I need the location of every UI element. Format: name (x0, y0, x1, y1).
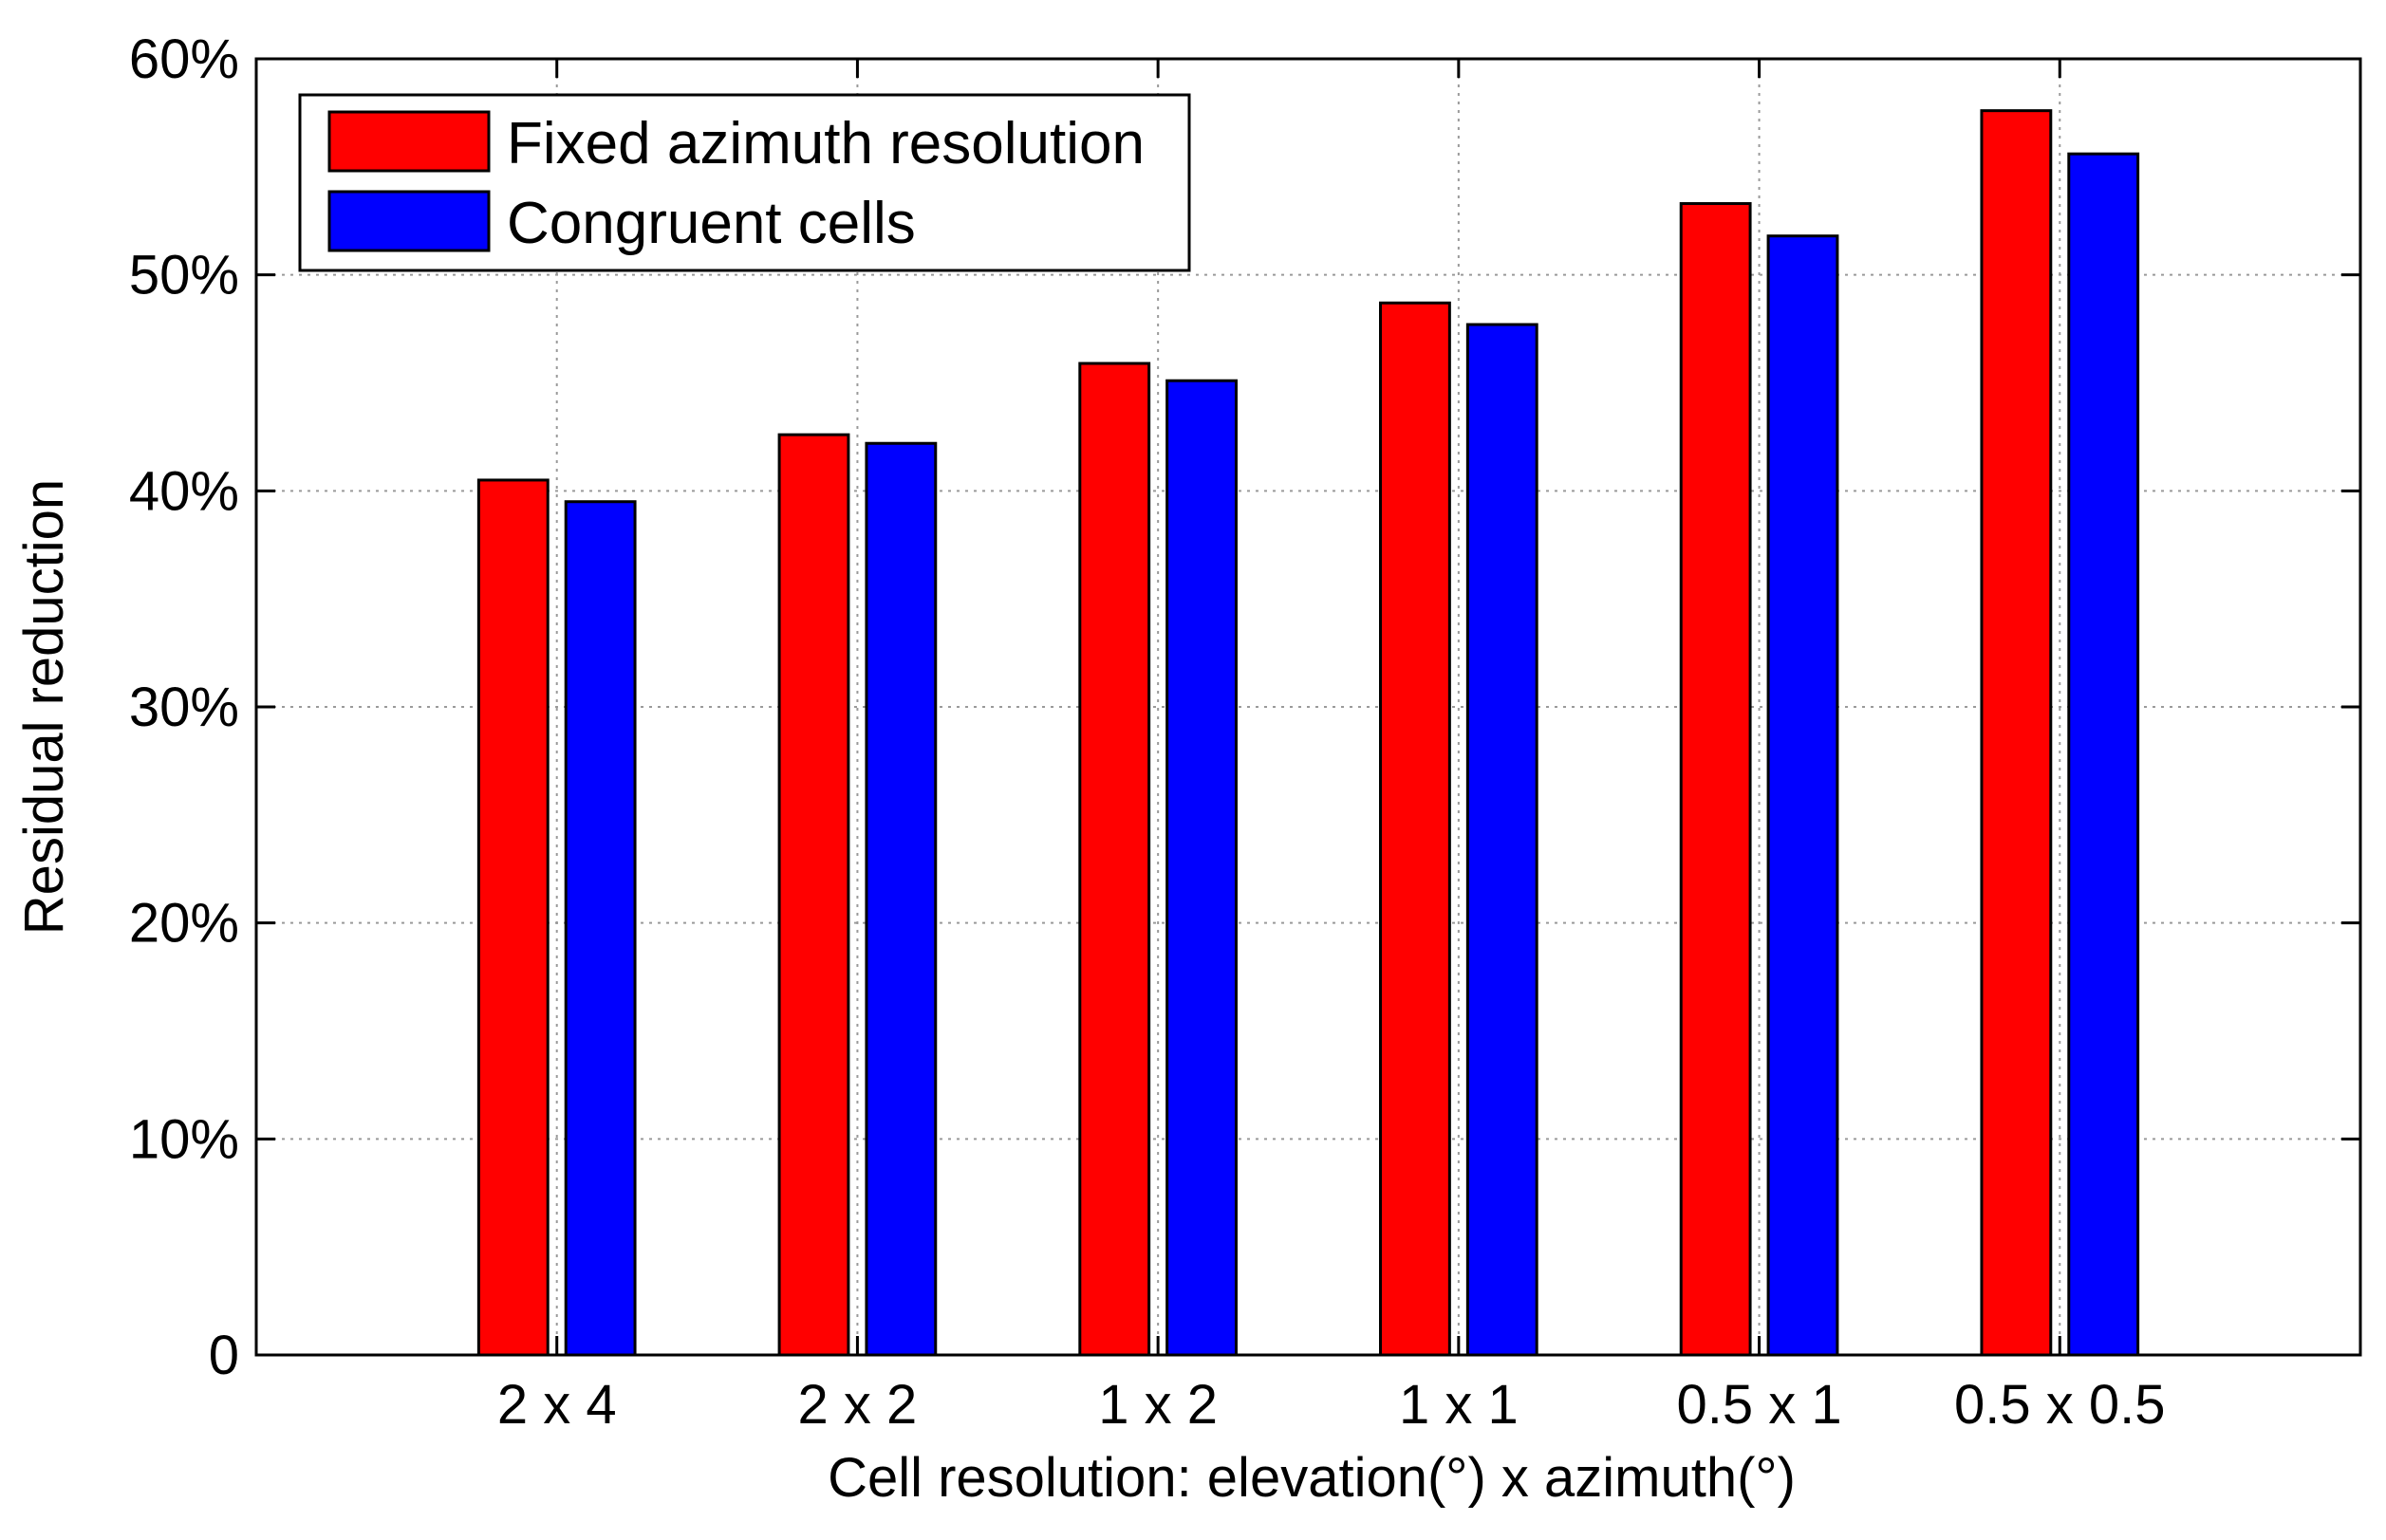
bar-congruent-cells-2-x-4 (564, 500, 637, 1357)
y-tick-label: 60% (129, 28, 239, 90)
legend-swatch-fixed-azimuth (327, 110, 491, 173)
bar-fixed-azimuth-resolution-2-x-2 (777, 433, 850, 1357)
bar-congruent-cells-1-x-2 (1165, 379, 1238, 1357)
bar-fixed-azimuth-resolution-1-x-2 (1078, 362, 1151, 1357)
x-tick-label: 0.5 x 1 (1677, 1374, 1842, 1436)
axis-ticks (256, 57, 2360, 1357)
bar-congruent-cells-1-x-1 (1465, 323, 1538, 1357)
x-tick-label: 1 x 1 (1399, 1374, 1519, 1436)
y-tick-labels: 0 10% 20% 30% 40% 50% 60% (129, 28, 239, 1386)
legend-swatch-congruent-cells (327, 190, 491, 252)
bar-fixed-azimuth-resolution-1-x-1 (1379, 301, 1451, 1357)
x-tick-label: 2 x 4 (497, 1374, 617, 1436)
y-tick-label: 40% (129, 460, 239, 522)
y-tick-label: 30% (129, 677, 239, 738)
bar-congruent-cells-0-5-x-0-5 (2067, 152, 2140, 1357)
x-tick-label: 0.5 x 0.5 (1954, 1374, 2165, 1436)
legend-label-congruent-cells: Congruent cells (507, 191, 916, 256)
x-tick-label: 2 x 2 (798, 1374, 918, 1436)
x-axis-label: Cell resolution: elevation(°) x azimuth(… (828, 1447, 1796, 1509)
bar-fixed-azimuth-resolution-0-5-x-1 (1679, 202, 1752, 1357)
y-tick-label: 20% (129, 893, 239, 955)
y-tick-label: 10% (129, 1108, 239, 1170)
legend-label-fixed-azimuth: Fixed azimuth resolution (507, 111, 1145, 176)
x-tick-labels: 2 x 4 2 x 2 1 x 2 1 x 1 0.5 x 1 0.5 x 0.5 (497, 1374, 2166, 1436)
legend: Fixed azimuth resolution Congruent cells (298, 93, 1191, 272)
bar-congruent-cells-2-x-2 (865, 441, 938, 1357)
y-tick-label: 50% (129, 245, 239, 306)
bar-fixed-azimuth-resolution-0-5-x-0-5 (1980, 109, 2053, 1357)
bar-fixed-azimuth-resolution-2-x-4 (476, 478, 550, 1357)
y-axis-label: Residual reduction (13, 479, 75, 935)
bar-congruent-cells-0-5-x-1 (1766, 234, 1839, 1357)
x-tick-label: 1 x 2 (1098, 1374, 1218, 1436)
y-tick-label: 0 (209, 1325, 239, 1386)
